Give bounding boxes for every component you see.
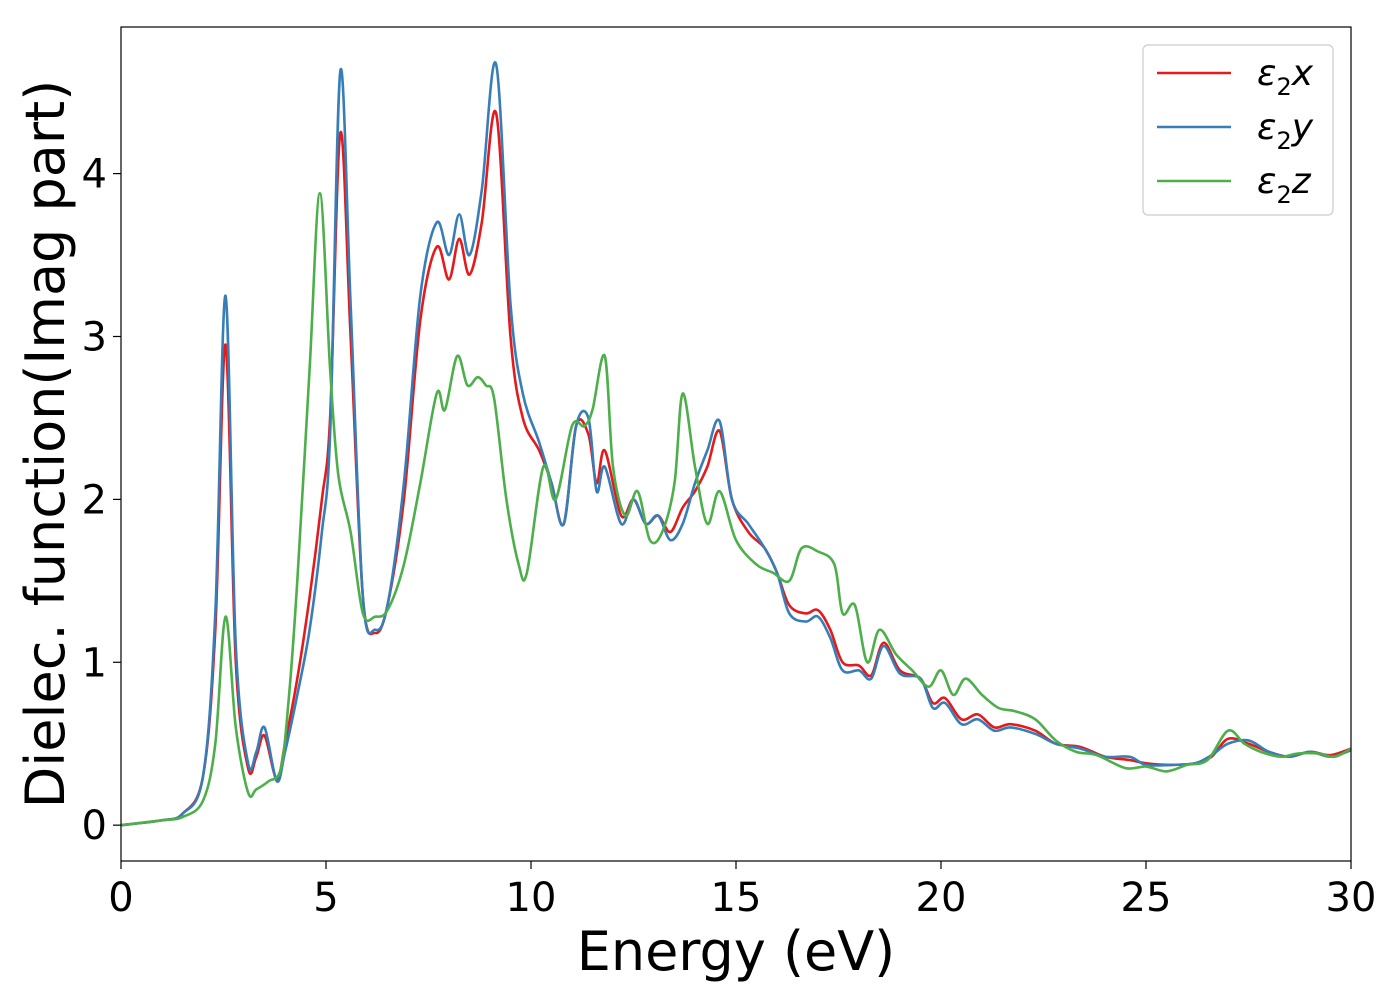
series-line-y: [121, 61, 1351, 827]
x-tick-label: 30: [1326, 875, 1377, 921]
legend-label: ε2x: [1257, 53, 1314, 101]
x-tick-label: 20: [916, 875, 967, 921]
y-axis: 0 1 2 3 4: [82, 152, 121, 849]
x-tick-label: 25: [1121, 875, 1172, 921]
x-axis-label: Energy (eV): [577, 920, 896, 983]
x-tick-label: 0: [108, 875, 133, 921]
y-axis-label: Dielec. function(Imag part): [14, 80, 77, 809]
y-tick-label: 2: [82, 477, 107, 523]
x-tick-label: 10: [506, 875, 557, 921]
legend-box: [1142, 44, 1334, 216]
y-tick-label: 3: [82, 314, 107, 360]
legend: ε2x ε2y ε2z: [1142, 44, 1334, 216]
y-tick-label: 4: [82, 152, 107, 198]
legend-entry-x: ε2x: [1157, 53, 1314, 101]
series-line-z: [121, 191, 1351, 827]
legend-entry-z: ε2z: [1157, 161, 1312, 209]
x-tick-label: 5: [313, 875, 338, 921]
series-line-x: [121, 109, 1351, 827]
legend-label: ε2y: [1257, 107, 1314, 155]
series-layer: [121, 61, 1351, 827]
x-axis: 0 5 10 15 20 25 30: [108, 861, 1376, 921]
x-tick-label: 15: [711, 875, 762, 921]
y-tick-label: 0: [82, 803, 107, 849]
legend-label: ε2z: [1257, 161, 1312, 209]
legend-entry-y: ε2y: [1157, 107, 1314, 155]
y-tick-label: 1: [82, 640, 107, 686]
